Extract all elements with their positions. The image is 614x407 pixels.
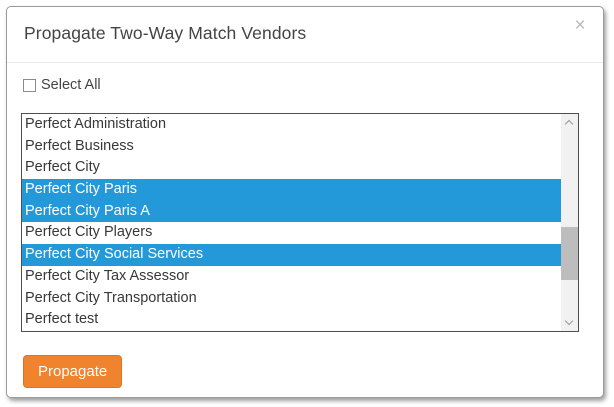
list-item[interactable]: Perfect City	[25, 159, 100, 176]
list-item[interactable]: Perfect Business	[25, 137, 134, 154]
vendor-rows: Perfect Administration Perfect Business Pe…	[22, 114, 561, 331]
close-icon[interactable]: ×	[574, 15, 586, 36]
dialog-header: Propagate Two-Way Match Vendors ×	[7, 7, 603, 63]
select-all-checkbox[interactable]	[23, 78, 36, 92]
list-item[interactable]: Perfect City Transportation	[25, 289, 197, 306]
list-item[interactable]: Perfect City Paris A	[22, 200, 561, 223]
vendor-listbox[interactable]: Perfect Administration Perfect Business Pe…	[21, 113, 579, 332]
list-item[interactable]: Perfect City Players	[25, 224, 153, 241]
chevron-up-icon	[564, 119, 574, 129]
scrollbar-thumb[interactable]	[561, 227, 578, 280]
select-all-label: Select All	[41, 77, 101, 93]
vertical-scrollbar[interactable]	[561, 114, 578, 331]
propagate-vendors-dialog: Propagate Two-Way Match Vendors × Select…	[6, 6, 604, 398]
list-item[interactable]: Perfect Administration	[25, 116, 167, 132]
select-all-control[interactable]: Select All	[23, 77, 101, 93]
chevron-down-icon	[564, 316, 574, 326]
list-item[interactable]: Perfect City Paris	[22, 179, 561, 201]
dialog-title: Propagate Two-Way Match Vendors	[24, 23, 307, 43]
list-item[interactable]: Perfect test	[25, 311, 99, 328]
list-item[interactable]: Perfect City Tax Assessor	[25, 267, 190, 284]
list-item[interactable]: Perfect City Social Services	[22, 244, 561, 266]
scroll-down-icon[interactable]	[561, 314, 578, 331]
propagate-button[interactable]: Propagate	[23, 355, 123, 388]
scroll-up-icon[interactable]	[561, 114, 578, 131]
